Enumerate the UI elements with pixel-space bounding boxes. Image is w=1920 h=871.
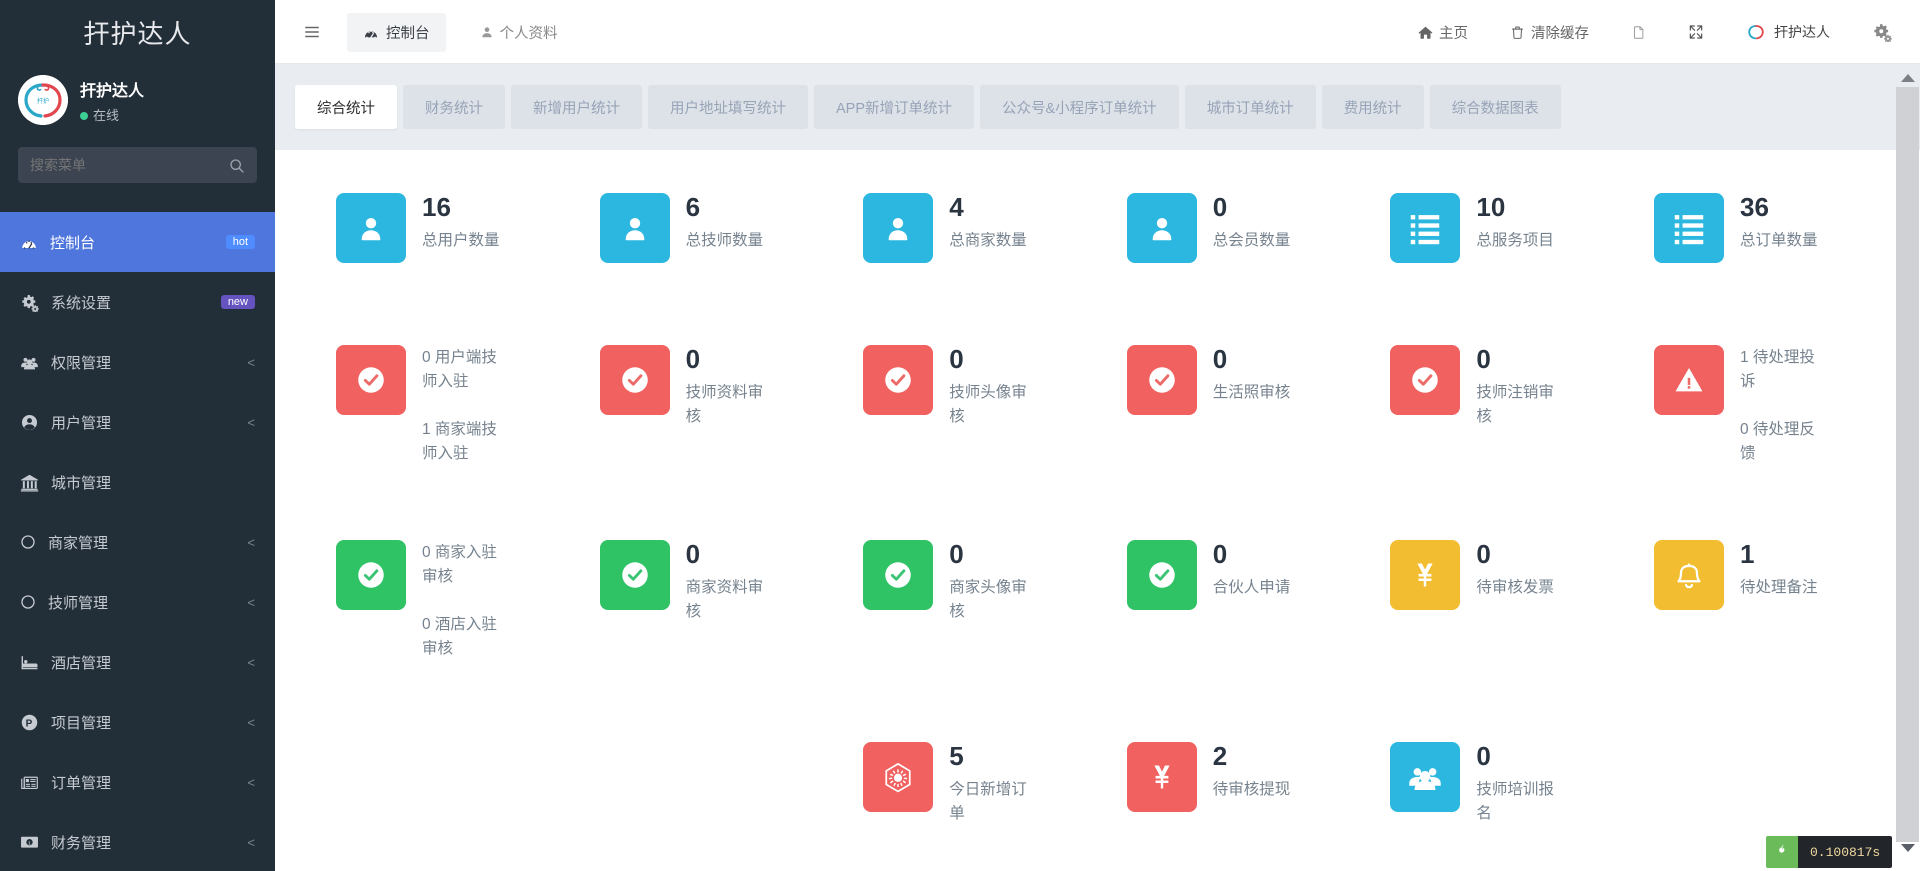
svg-text:P: P xyxy=(26,718,33,729)
svg-text:扞护: 扞护 xyxy=(37,97,49,105)
